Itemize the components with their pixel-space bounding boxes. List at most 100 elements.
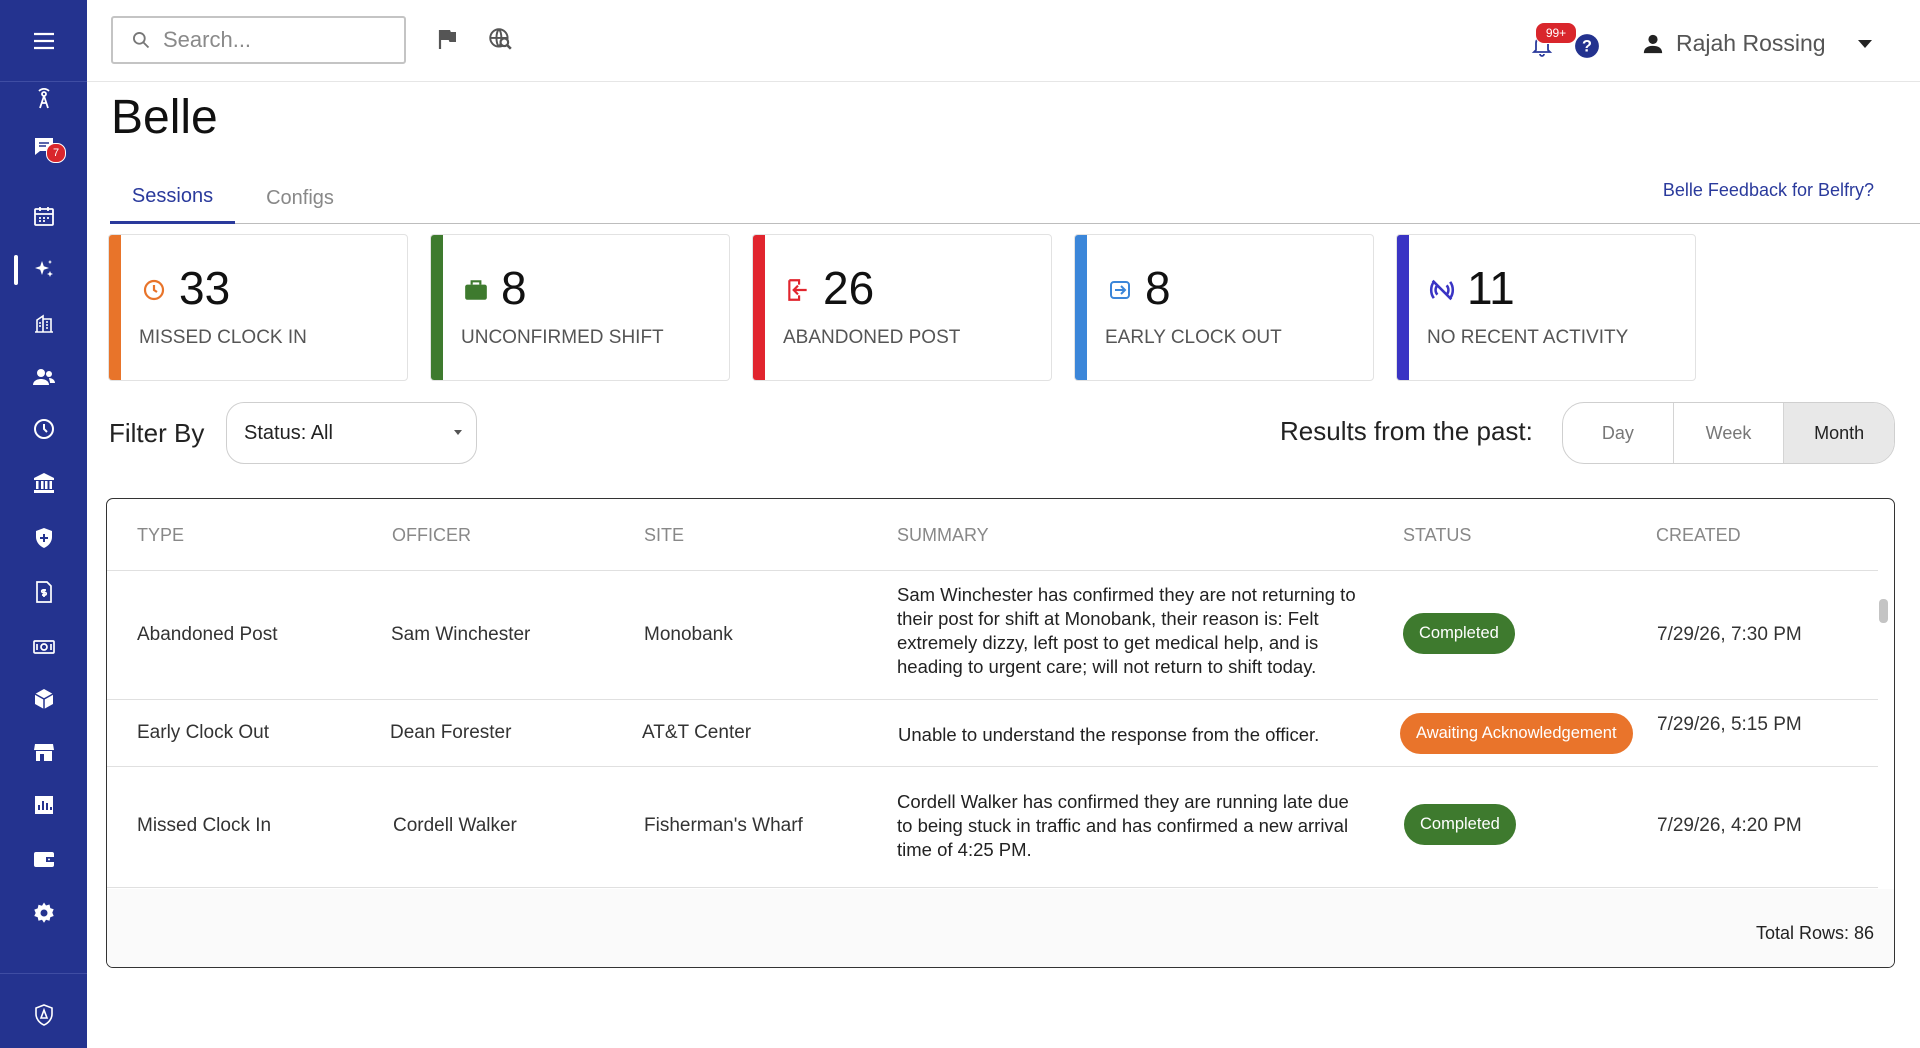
wallet-icon[interactable]: [0, 832, 87, 886]
feedback-link[interactable]: Belle Feedback for Belfry?: [1662, 180, 1874, 200]
card-value: 33: [179, 262, 231, 314]
cell-summary: Sam Winchester has confirmed they are no…: [897, 584, 1356, 677]
belfry-logo-icon[interactable]: [0, 988, 87, 1042]
bank-icon[interactable]: [0, 456, 87, 510]
clock-outline-icon: [139, 275, 169, 305]
search-input[interactable]: Search...: [111, 16, 406, 64]
table-row[interactable]: Early Clock Out Dean Forester AT&T Cente…: [107, 700, 1878, 767]
cell-officer: Cordell Walker: [393, 815, 517, 836]
column-header-status[interactable]: STATUS: [1403, 525, 1472, 545]
range-month-button[interactable]: Month: [1784, 403, 1894, 463]
user-name: Rajah Rossing: [1676, 30, 1826, 56]
results-label: Results from the past:: [1280, 416, 1533, 446]
tab-sessions[interactable]: Sessions: [110, 172, 235, 224]
invoice-icon[interactable]: [0, 565, 87, 619]
cell-site: AT&T Center: [642, 722, 752, 743]
status-badge: Awaiting Acknowledgement: [1400, 713, 1633, 754]
signal-off-icon: [1427, 275, 1457, 305]
table-row[interactable]: Abandoned Post Sam Winchester Monobank S…: [107, 571, 1878, 700]
card-label: EARLY CLOCK OUT: [1105, 327, 1282, 348]
column-header-type[interactable]: TYPE: [137, 525, 185, 545]
tab-configs[interactable]: Configs: [266, 186, 334, 209]
page-title: Belle: [111, 91, 218, 144]
cell-created: 7/29/26, 4:20 PM: [1657, 815, 1802, 836]
top-bar: Search... 99+ ? Rajah Rossing: [87, 0, 1920, 82]
clock-icon[interactable]: [0, 402, 87, 456]
card-no-recent-activity[interactable]: 11 NO RECENT ACTIVITY: [1396, 234, 1696, 381]
dropdown-caret-icon: [454, 430, 462, 435]
table-scrollbar[interactable]: [1879, 599, 1888, 623]
building-icon[interactable]: [0, 296, 87, 350]
status-badge: Completed: [1404, 804, 1516, 845]
login-arrow-icon: [1105, 275, 1135, 305]
cell-summary: Cordell Walker has confirmed they are ru…: [897, 791, 1349, 860]
status-badge: Completed: [1403, 613, 1515, 654]
help-icon[interactable]: ?: [1573, 32, 1601, 60]
shield-plus-icon[interactable]: [0, 511, 87, 565]
user-menu[interactable]: Rajah Rossing: [1642, 30, 1872, 57]
card-value: 8: [501, 262, 527, 314]
status-filter-select[interactable]: Status: All: [226, 402, 477, 464]
cell-officer: Sam Winchester: [391, 624, 531, 645]
search-icon: [133, 32, 150, 49]
cell-created: 7/29/26, 5:15 PM: [1657, 714, 1802, 735]
briefcase-icon: [461, 275, 491, 305]
card-label: NO RECENT ACTIVITY: [1427, 327, 1629, 348]
column-header-created[interactable]: CREATED: [1656, 525, 1741, 545]
card-abandoned-post[interactable]: 26 ABANDONED POST: [752, 234, 1052, 381]
flag-icon[interactable]: [430, 22, 464, 56]
cell-site: Monobank: [644, 624, 733, 645]
card-missed-clock-in[interactable]: 33 MISSED CLOCK IN: [108, 234, 408, 381]
filter-label: Filter By: [109, 418, 205, 448]
messages-icon[interactable]: [0, 119, 87, 173]
time-range-toggle: Day Week Month: [1562, 402, 1895, 464]
card-early-clock-out[interactable]: 8 EARLY CLOCK OUT: [1074, 234, 1374, 381]
cell-summary: Unable to understand the response from t…: [898, 724, 1320, 745]
cell-type: Early Clock Out: [137, 722, 269, 743]
table-header: TYPE OFFICER SITE SUMMARY STATUS CREATED: [107, 499, 1878, 571]
range-week-button[interactable]: Week: [1674, 403, 1785, 463]
notification-badge: 99+: [1535, 22, 1577, 44]
column-header-site[interactable]: SITE: [644, 525, 685, 545]
users-icon[interactable]: [0, 350, 87, 404]
status-filter-value: Status: All: [244, 421, 333, 444]
tower-icon[interactable]: [0, 72, 87, 126]
card-unconfirmed-shift[interactable]: 8 UNCONFIRMED SHIFT: [430, 234, 730, 381]
cell-type: Abandoned Post: [137, 624, 278, 645]
sparkle-icon[interactable]: [0, 243, 87, 297]
exit-door-icon: [783, 275, 813, 305]
cell-officer: Dean Forester: [390, 722, 512, 743]
card-label: ABANDONED POST: [783, 327, 961, 348]
user-icon: [1643, 34, 1663, 53]
cell-site: Fisherman's Wharf: [644, 815, 803, 836]
card-label: UNCONFIRMED SHIFT: [461, 327, 664, 348]
card-accent-bar: [109, 235, 121, 380]
report-chart-icon[interactable]: [0, 778, 87, 832]
svg-text:?: ?: [1582, 37, 1592, 55]
calendar-icon[interactable]: [0, 189, 87, 243]
messages-badge: 7: [46, 143, 66, 163]
cube-icon[interactable]: [0, 672, 87, 726]
cell-type: Missed Clock In: [137, 815, 272, 836]
card-label: MISSED CLOCK IN: [139, 327, 307, 348]
column-header-summary[interactable]: SUMMARY: [897, 525, 989, 545]
card-accent-bar: [1075, 235, 1087, 380]
sessions-table: TYPE OFFICER SITE SUMMARY STATUS CREATED…: [106, 498, 1895, 968]
store-icon[interactable]: [0, 725, 87, 779]
column-header-officer[interactable]: OFFICER: [392, 525, 471, 545]
table-footer: [107, 889, 1894, 967]
range-day-button[interactable]: Day: [1563, 403, 1674, 463]
cell-created: 7/29/26, 7:30 PM: [1657, 624, 1802, 645]
search-placeholder: Search...: [163, 27, 252, 52]
caret-down-icon: [1857, 39, 1872, 48]
money-icon[interactable]: [0, 620, 87, 674]
globe-search-icon[interactable]: [483, 22, 517, 56]
table-row[interactable]: Missed Clock In Cordell Walker Fisherman…: [107, 767, 1878, 888]
card-accent-bar: [1397, 235, 1409, 380]
active-indicator: [14, 255, 18, 285]
card-accent-bar: [753, 235, 765, 380]
card-value: 26: [823, 262, 875, 314]
menu-icon[interactable]: [0, 14, 87, 68]
card-value: 8: [1145, 262, 1171, 314]
settings-gear-icon[interactable]: [0, 886, 87, 940]
